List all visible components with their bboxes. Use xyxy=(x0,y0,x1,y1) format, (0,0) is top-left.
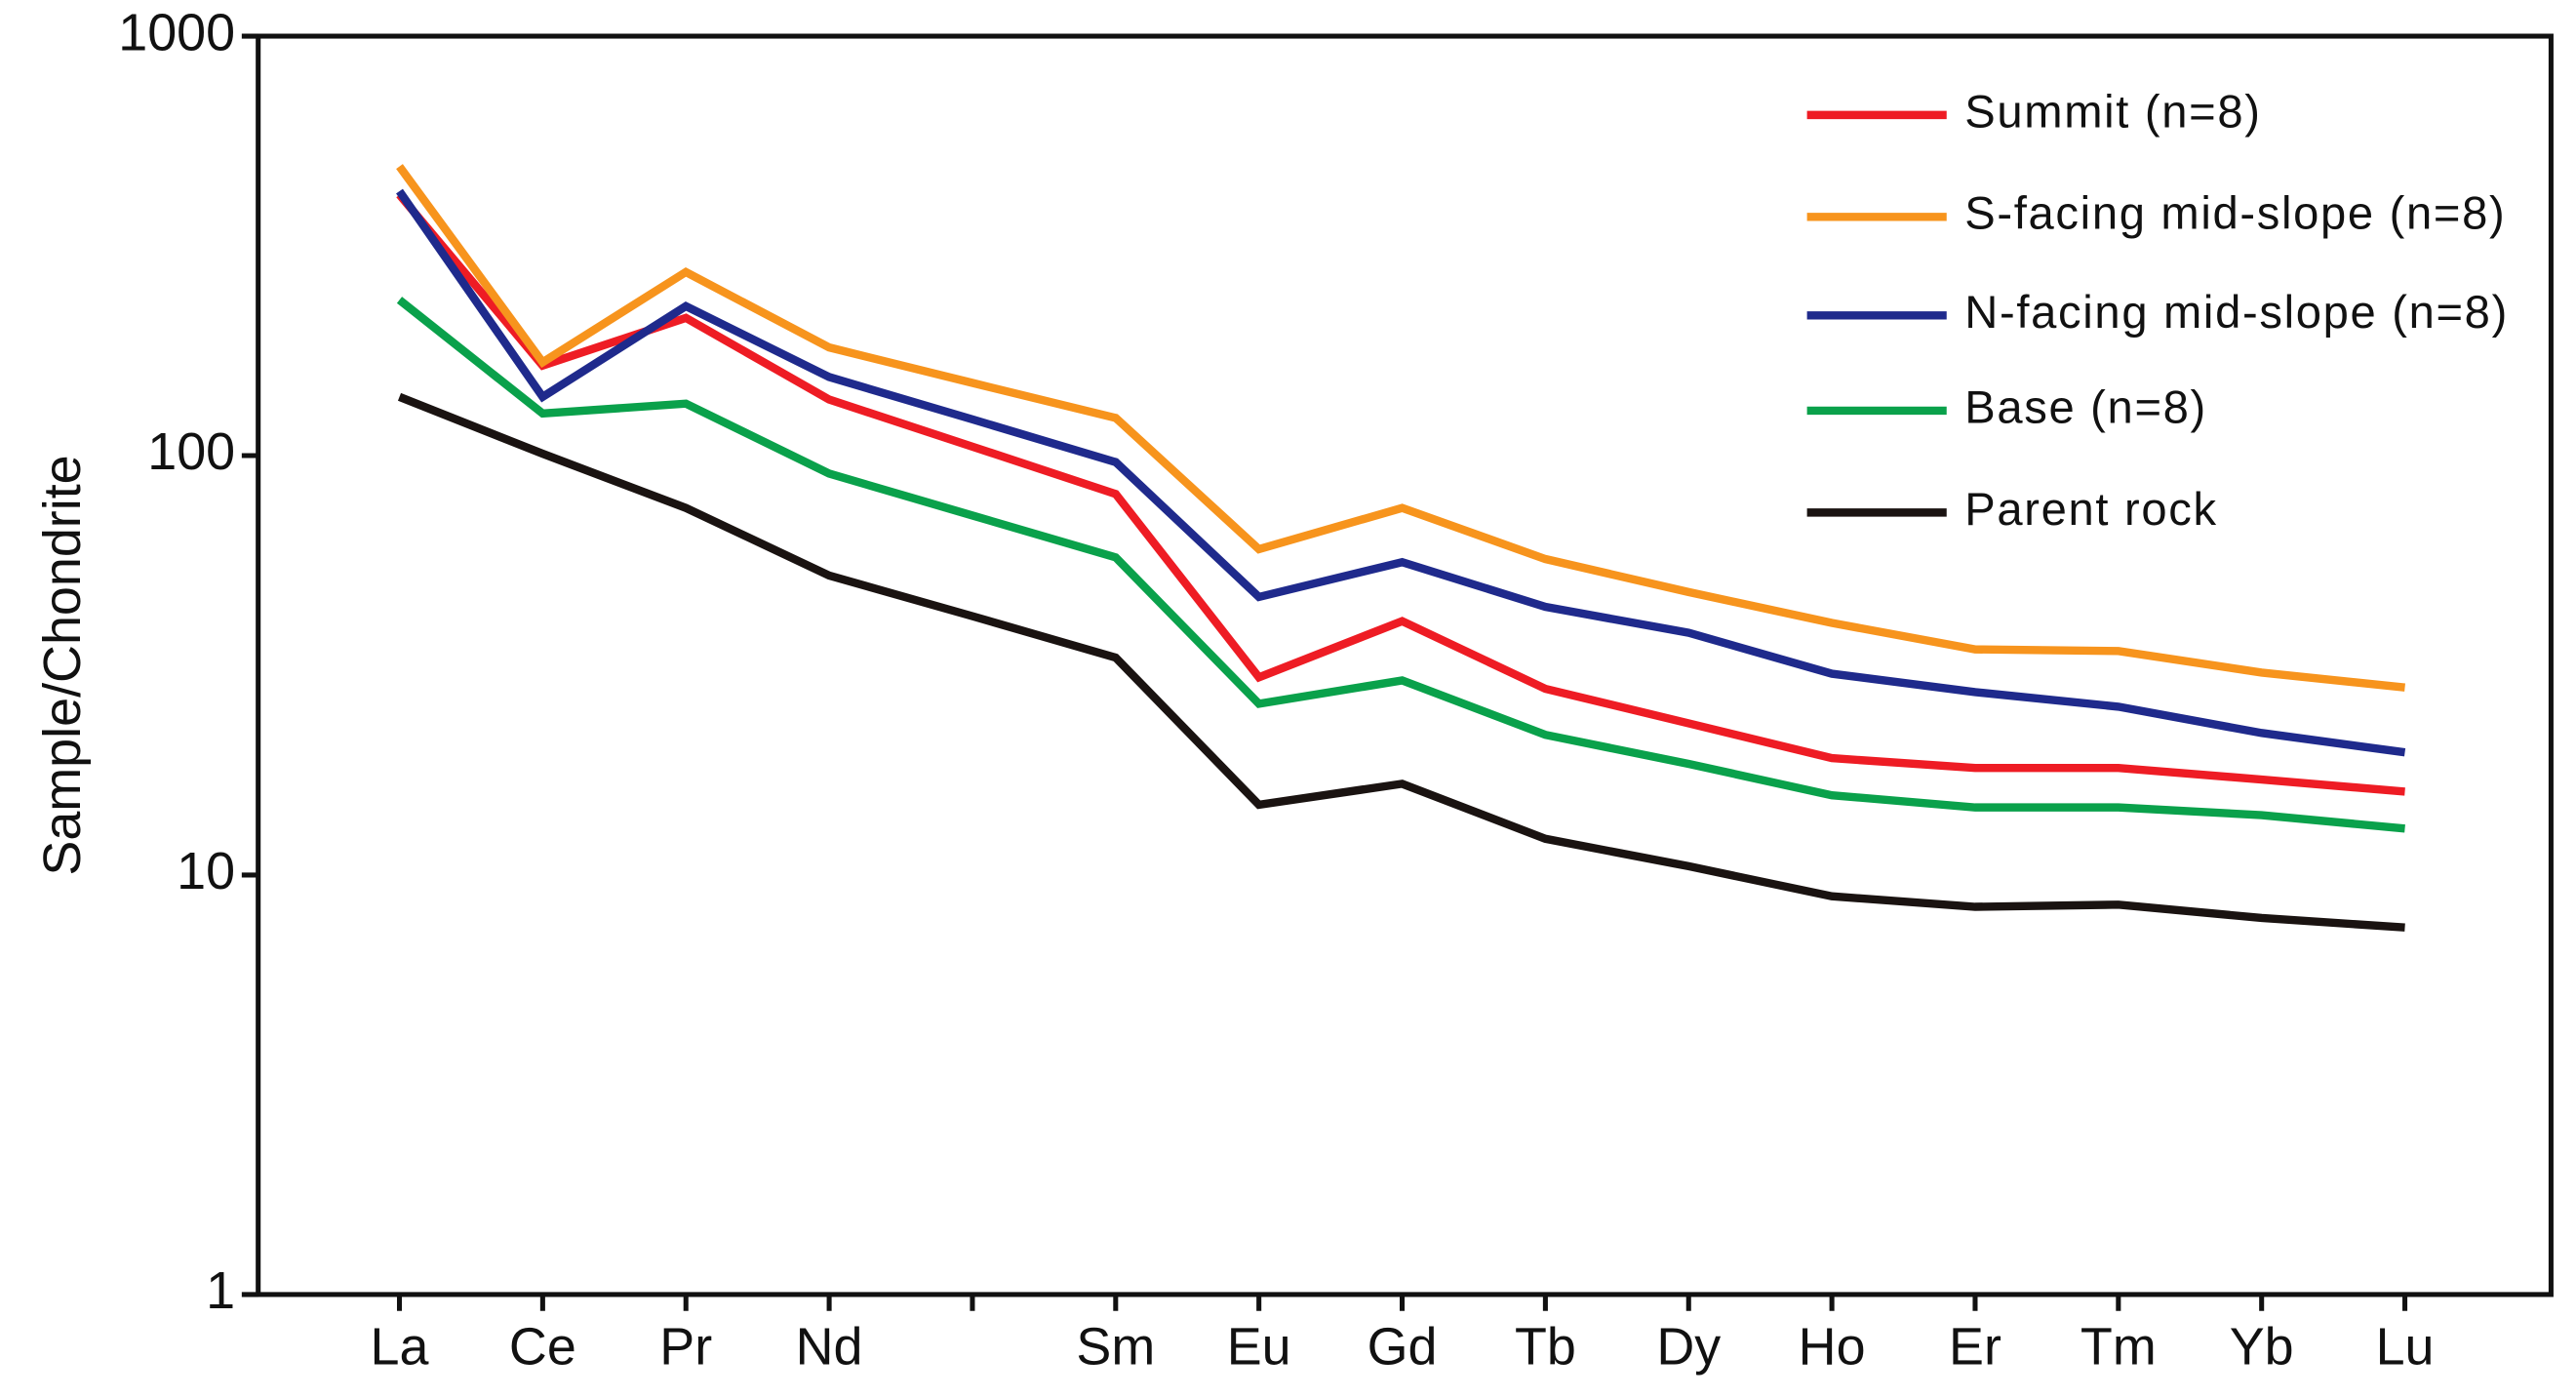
y-tick-label: 1000 xyxy=(118,3,235,61)
y-tick-label: 1 xyxy=(206,1261,235,1320)
y-axis-label: Sample/Chondrite xyxy=(33,455,92,875)
legend-label: Base (n=8) xyxy=(1964,380,2207,432)
x-tick-label: La xyxy=(371,1317,429,1376)
series-line xyxy=(396,191,2405,796)
x-tick-label: Dy xyxy=(1656,1317,1721,1376)
legend-label: N-facing mid-slope (n=8) xyxy=(1964,286,2509,338)
legend-label: Summit (n=8) xyxy=(1964,85,2261,137)
x-tick-label: Gd xyxy=(1367,1317,1438,1376)
series-line xyxy=(396,188,2406,757)
series-line xyxy=(396,297,2405,833)
y-tick-label: 100 xyxy=(147,422,235,481)
series-line xyxy=(397,392,2405,932)
y-tick-label: 10 xyxy=(177,842,235,900)
x-tick-label: Lu xyxy=(2376,1317,2435,1376)
x-tick-label: Er xyxy=(1949,1317,2001,1376)
x-tick-label: Tm xyxy=(2081,1317,2157,1376)
series-line xyxy=(396,164,2405,692)
legend-label: Parent rock xyxy=(1964,483,2217,535)
x-tick-label: Tb xyxy=(1515,1317,1576,1376)
x-tick-label: Ce xyxy=(509,1317,576,1376)
x-tick-label: Ho xyxy=(1799,1317,1866,1376)
legend-label: S-facing mid-slope (n=8) xyxy=(1964,187,2506,239)
x-tick-label: Nd xyxy=(796,1317,863,1376)
x-tick-label: Sm xyxy=(1076,1317,1155,1376)
x-tick-label: Pr xyxy=(659,1317,712,1376)
x-tick-label: Yb xyxy=(2230,1317,2294,1376)
x-tick-label: Eu xyxy=(1227,1317,1291,1376)
